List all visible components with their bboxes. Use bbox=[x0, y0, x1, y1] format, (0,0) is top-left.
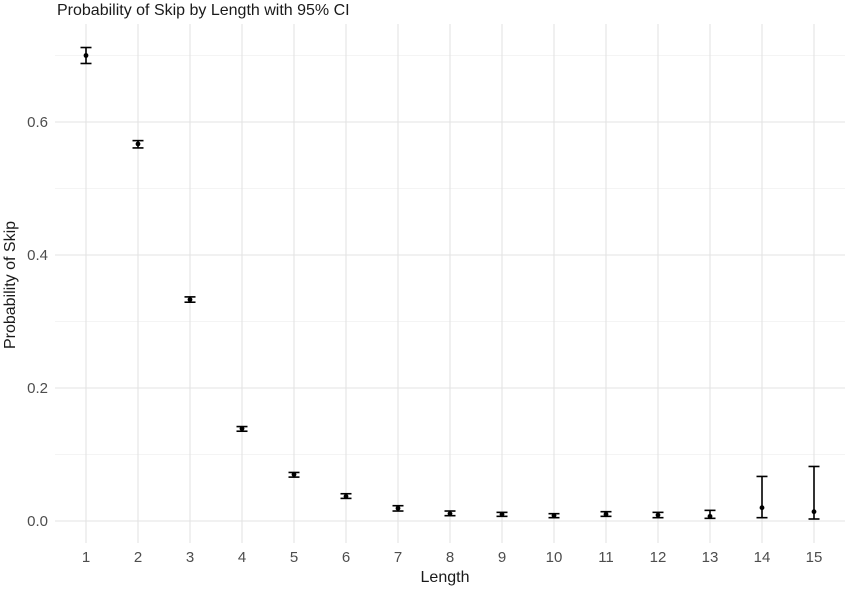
chart-title: Probability of Skip by Length with 95% C… bbox=[57, 2, 350, 19]
x-tick-label: 12 bbox=[650, 549, 667, 566]
x-tick-label: 2 bbox=[134, 549, 142, 566]
y-axis-title: Probability of Skip bbox=[2, 220, 19, 350]
x-tick-label: 15 bbox=[806, 549, 823, 566]
data-point bbox=[187, 297, 193, 302]
x-tick-label: 1 bbox=[82, 549, 90, 566]
data-point bbox=[759, 505, 765, 511]
x-tick-label: 13 bbox=[702, 549, 719, 566]
y-tick-label: 0.0 bbox=[27, 513, 48, 530]
y-tick-label: 0.6 bbox=[27, 114, 48, 131]
data-point bbox=[447, 511, 453, 517]
x-tick-label: 3 bbox=[186, 549, 194, 566]
x-tick-label: 5 bbox=[290, 549, 298, 566]
data-point bbox=[551, 513, 557, 519]
x-tick-label: 6 bbox=[342, 549, 350, 566]
data-point bbox=[707, 513, 713, 519]
x-tick-label: 4 bbox=[238, 549, 246, 566]
data-point bbox=[135, 141, 141, 147]
data-point bbox=[655, 512, 661, 518]
data-point bbox=[603, 511, 609, 517]
x-tick-label: 10 bbox=[546, 549, 563, 566]
x-tick-label: 8 bbox=[446, 549, 454, 566]
data-point bbox=[343, 493, 349, 499]
data-point bbox=[291, 472, 297, 477]
data-point bbox=[239, 426, 245, 431]
data-point bbox=[395, 505, 401, 511]
data-point bbox=[811, 509, 817, 515]
x-tick-label: 7 bbox=[394, 549, 402, 566]
y-tick-label: 0.2 bbox=[27, 380, 48, 397]
x-axis-title: Length bbox=[420, 569, 470, 586]
x-tick-label: 14 bbox=[754, 549, 771, 566]
data-point bbox=[83, 53, 89, 58]
y-tick-label: 0.4 bbox=[27, 247, 48, 264]
x-tick-label: 9 bbox=[498, 549, 506, 566]
data-point bbox=[499, 511, 505, 517]
x-tick-label: 11 bbox=[598, 549, 614, 566]
